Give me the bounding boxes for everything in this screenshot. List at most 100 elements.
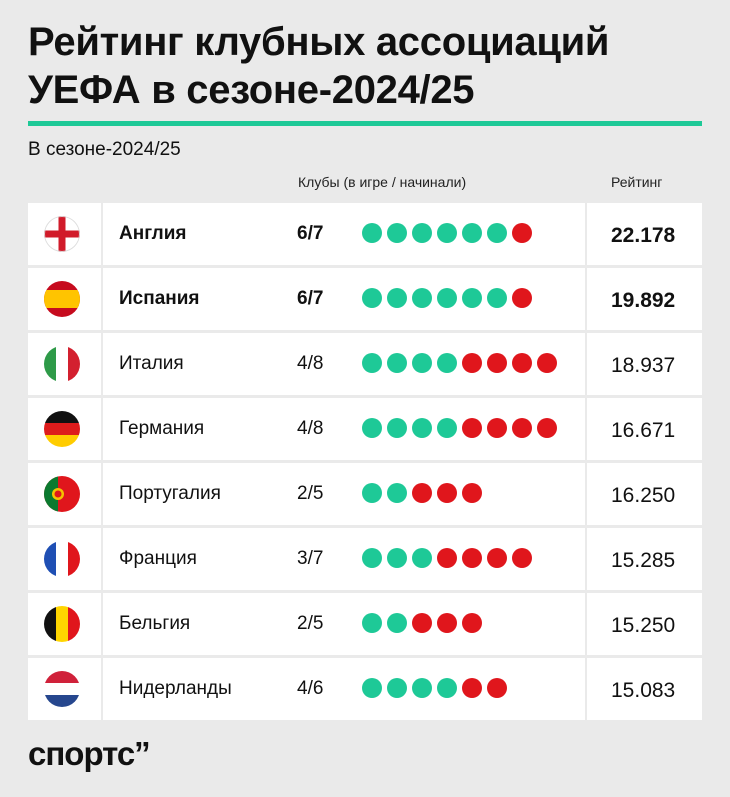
- country-name: Англия: [119, 223, 187, 244]
- clubs-count: 6/7: [297, 223, 324, 244]
- portugal-flag-icon: [44, 476, 80, 512]
- table-row: Бельгия 2/5 15.250: [28, 593, 702, 655]
- club-in-game-dot: [362, 223, 382, 243]
- rating-value: 19.892: [611, 289, 676, 312]
- club-in-game-dot: [437, 223, 457, 243]
- title-line-1: Рейтинг клубных ассоциаций: [28, 20, 610, 64]
- club-in-game-dot: [387, 418, 407, 438]
- table-row: Германия 4/8 16.671: [28, 398, 702, 460]
- clubs-dots: [362, 483, 487, 503]
- country-name: Италия: [119, 353, 184, 374]
- club-eliminated-dot: [512, 353, 532, 373]
- club-in-game-dot: [412, 548, 432, 568]
- club-in-game-dot: [412, 353, 432, 373]
- rating-value: 15.083: [611, 679, 676, 702]
- country-name: Германия: [119, 418, 205, 439]
- club-eliminated-dot: [437, 483, 457, 503]
- club-eliminated-dot: [412, 483, 432, 503]
- clubs-count: 4/6: [297, 678, 324, 699]
- club-in-game-dot: [437, 418, 457, 438]
- club-in-game-dot: [437, 353, 457, 373]
- club-in-game-dot: [437, 288, 457, 308]
- club-in-game-dot: [362, 678, 382, 698]
- club-eliminated-dot: [462, 483, 482, 503]
- club-eliminated-dot: [487, 353, 507, 373]
- club-eliminated-dot: [512, 548, 532, 568]
- country-name: Франция: [119, 548, 197, 569]
- club-in-game-dot: [362, 288, 382, 308]
- club-eliminated-dot: [537, 418, 557, 438]
- club-in-game-dot: [362, 613, 382, 633]
- clubs-count: 6/7: [297, 288, 324, 309]
- clubs-dots: [362, 548, 537, 568]
- rating-value: 16.671: [611, 419, 676, 442]
- club-in-game-dot: [362, 418, 382, 438]
- england-flag-icon: [44, 216, 80, 252]
- table-row: Англия 6/7 22.178: [28, 203, 702, 265]
- club-in-game-dot: [387, 288, 407, 308]
- clubs-dots: [362, 288, 537, 308]
- sports-logo: спортс’’: [28, 735, 150, 772]
- club-eliminated-dot: [462, 418, 482, 438]
- country-name: Бельгия: [119, 613, 191, 634]
- club-eliminated-dot: [462, 678, 482, 698]
- clubs-column-header: Клубы (в игре / начинали): [298, 174, 467, 190]
- rating-value: 22.178: [611, 224, 676, 247]
- subtitle: В сезоне-2024/25: [28, 139, 181, 160]
- club-eliminated-dot: [487, 418, 507, 438]
- club-eliminated-dot: [512, 223, 532, 243]
- club-eliminated-dot: [537, 353, 557, 373]
- clubs-dots: [362, 678, 512, 698]
- club-in-game-dot: [387, 678, 407, 698]
- club-in-game-dot: [362, 548, 382, 568]
- clubs-count: 4/8: [297, 353, 324, 374]
- club-in-game-dot: [462, 288, 482, 308]
- table-row: Нидерланды 4/6 15.083: [28, 658, 702, 720]
- club-in-game-dot: [387, 483, 407, 503]
- club-in-game-dot: [362, 353, 382, 373]
- clubs-dots: [362, 418, 562, 438]
- club-in-game-dot: [412, 418, 432, 438]
- netherlands-flag-icon: [44, 671, 80, 707]
- clubs-dots: [362, 223, 537, 243]
- country-name: Португалия: [119, 483, 221, 504]
- ranking-table: Англия 6/7 22.178 Испания 6/7 19.892 Ита…: [28, 203, 702, 723]
- club-in-game-dot: [387, 223, 407, 243]
- club-eliminated-dot: [512, 288, 532, 308]
- belgium-flag-icon: [44, 606, 80, 642]
- title-line-2: УЕФА в сезоне-2024/25: [28, 68, 475, 112]
- club-in-game-dot: [387, 548, 407, 568]
- club-eliminated-dot: [437, 548, 457, 568]
- germany-flag-icon: [44, 411, 80, 447]
- club-in-game-dot: [412, 223, 432, 243]
- table-row: Франция 3/7 15.285: [28, 528, 702, 590]
- table-row: Португалия 2/5 16.250: [28, 463, 702, 525]
- club-eliminated-dot: [462, 613, 482, 633]
- clubs-count: 2/5: [297, 613, 324, 634]
- club-eliminated-dot: [437, 613, 457, 633]
- table-row: Испания 6/7 19.892: [28, 268, 702, 330]
- clubs-count: 2/5: [297, 483, 324, 504]
- country-name: Испания: [119, 288, 200, 309]
- club-in-game-dot: [387, 353, 407, 373]
- club-in-game-dot: [387, 613, 407, 633]
- club-eliminated-dot: [512, 418, 532, 438]
- page-title: Рейтинг клубных ассоциаций УЕФА в сезоне…: [28, 18, 708, 114]
- club-eliminated-dot: [487, 548, 507, 568]
- clubs-count: 3/7: [297, 548, 324, 569]
- club-in-game-dot: [412, 678, 432, 698]
- rating-value: 18.937: [611, 354, 676, 377]
- rating-column-header: Рейтинг: [611, 174, 663, 190]
- club-eliminated-dot: [487, 678, 507, 698]
- club-in-game-dot: [487, 223, 507, 243]
- club-in-game-dot: [487, 288, 507, 308]
- club-eliminated-dot: [462, 353, 482, 373]
- accent-divider: [28, 121, 702, 126]
- spain-flag-icon: [44, 281, 80, 317]
- rating-value: 15.285: [611, 549, 676, 572]
- clubs-count: 4/8: [297, 418, 324, 439]
- club-in-game-dot: [462, 223, 482, 243]
- club-in-game-dot: [412, 288, 432, 308]
- table-row: Италия 4/8 18.937: [28, 333, 702, 395]
- rating-value: 15.250: [611, 614, 676, 637]
